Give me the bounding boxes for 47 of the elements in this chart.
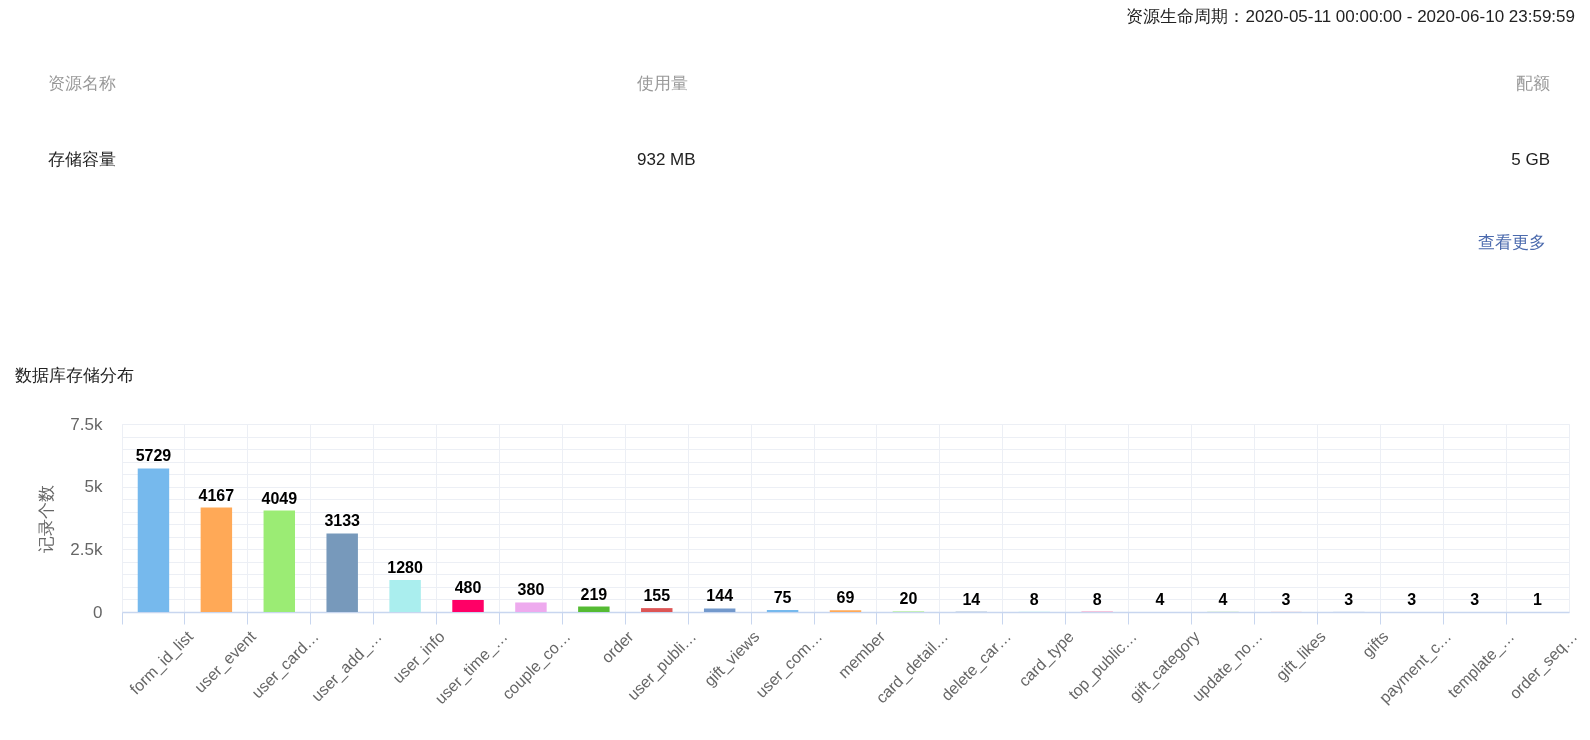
bar	[326, 533, 358, 612]
data-label: 8	[1029, 590, 1039, 608]
data-label: 155	[643, 587, 671, 605]
bar	[137, 468, 170, 612]
text: 配额	[1516, 74, 1550, 93]
text: 使用量	[637, 74, 688, 93]
text: 资源名称	[48, 74, 116, 93]
data-label: 14	[962, 590, 981, 608]
data-label: 1280	[387, 558, 424, 576]
text: 932 MB	[637, 150, 696, 169]
data-label: 219	[580, 585, 608, 603]
data-label: 3	[1281, 590, 1291, 608]
data-label: 3	[1344, 590, 1354, 608]
bar	[263, 510, 296, 612]
y-tick-label: 7.5k	[70, 414, 103, 434]
data-label: 144	[706, 587, 734, 605]
data-label: 69	[836, 589, 855, 607]
bar	[389, 579, 421, 612]
y-axis-title: 记录个数	[37, 484, 57, 553]
data-label: 3	[1407, 590, 1417, 608]
bar	[515, 602, 547, 612]
text: 存储容量	[48, 150, 116, 169]
data-label: 4	[1218, 590, 1228, 608]
chart-title: 数据库存储分布	[15, 366, 134, 385]
bar	[452, 599, 484, 612]
data-label: 380	[517, 581, 545, 599]
bar	[641, 608, 673, 612]
text: 资源生命周期：2020-05-11 00:00:00 - 2020-06-10 23:59:59	[1126, 7, 1575, 26]
data-label: 4	[1155, 590, 1165, 608]
bar	[703, 608, 736, 612]
data-label: 8	[1092, 590, 1102, 608]
data-label: 75	[773, 589, 792, 607]
y-tick-label: 0	[93, 602, 103, 622]
data-label: 1	[1533, 590, 1543, 608]
text: 5 GB	[1511, 150, 1550, 169]
data-label: 480	[454, 578, 482, 596]
y-tick-label: 2.5k	[70, 539, 103, 559]
data-label: 3133	[324, 512, 361, 530]
y-tick-label: 5k	[84, 477, 103, 497]
bar	[578, 606, 610, 612]
text: 查看更多	[1478, 233, 1546, 252]
data-label: 4167	[198, 486, 235, 504]
data-label: 3	[1470, 590, 1480, 608]
bar	[200, 507, 233, 612]
data-label: 5729	[135, 447, 172, 465]
data-label: 20	[899, 590, 918, 608]
data-label: 4049	[261, 489, 298, 507]
